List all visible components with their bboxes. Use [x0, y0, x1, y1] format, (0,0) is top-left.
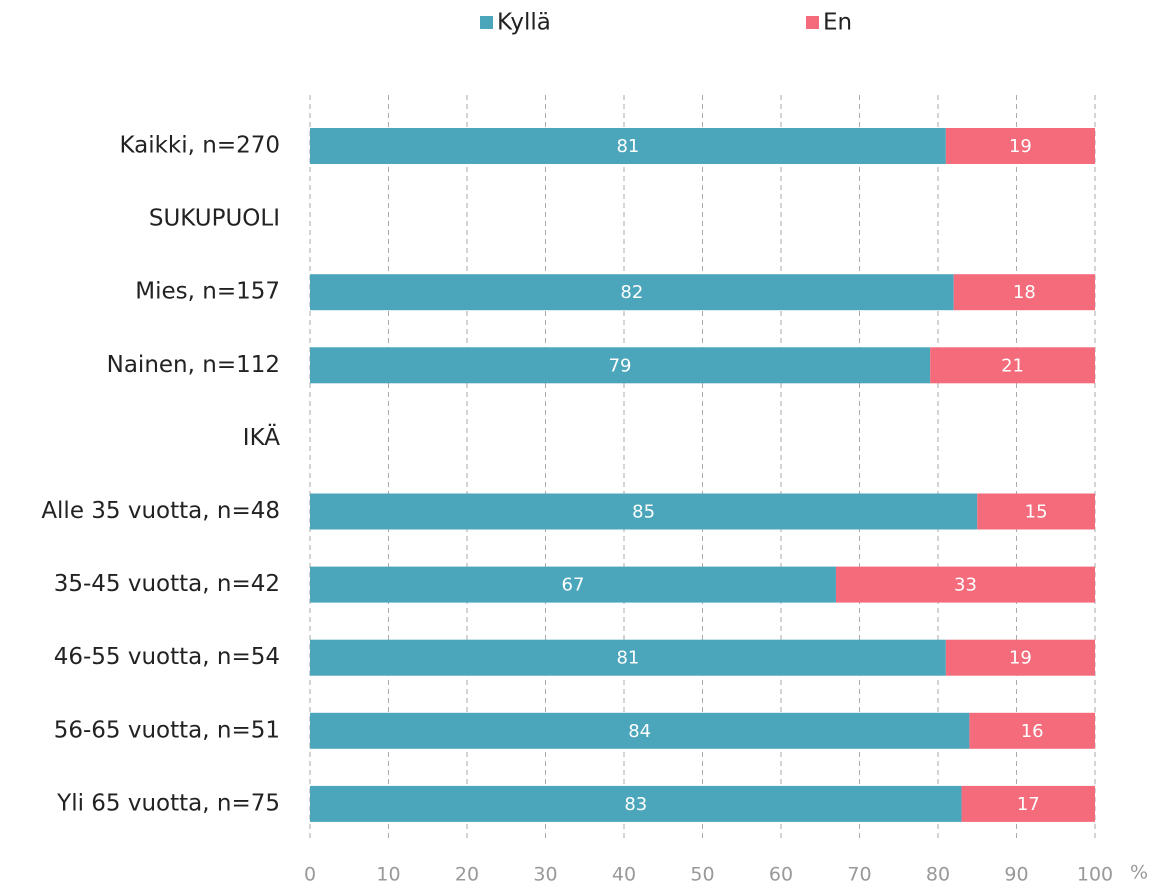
x-tick-label: 50: [690, 864, 714, 886]
data-label: 67: [562, 575, 585, 596]
y-tick-label: 46-55 vuotta, n=54: [54, 644, 280, 670]
data-label: 21: [1001, 355, 1024, 376]
y-tick-label: SUKUPUOLI: [149, 206, 280, 232]
x-tick-label: 40: [612, 864, 636, 886]
bar-segment: [310, 785, 962, 822]
data-label: 79: [609, 355, 632, 376]
data-label: 85: [632, 502, 655, 523]
y-tick-label: Yli 65 vuotta, n=75: [56, 790, 280, 816]
x-tick-label: 70: [847, 864, 871, 886]
bar-segment: [953, 274, 1095, 311]
y-tick-label: 56-65 vuotta, n=51: [54, 717, 280, 743]
bar-segment: [945, 639, 1095, 676]
legend-swatch: [806, 16, 819, 29]
legend-swatch: [480, 16, 493, 29]
y-tick-label: Kaikki, n=270: [119, 133, 280, 159]
y-tick-label: Nainen, n=112: [107, 352, 280, 378]
data-label: 84: [628, 721, 651, 742]
x-tick-label: 60: [769, 864, 793, 886]
x-tick-label: 80: [926, 864, 950, 886]
bar-segment: [977, 493, 1095, 530]
bar-segment: [310, 347, 931, 384]
x-tick-label: 30: [533, 864, 557, 886]
bar-segment: [835, 566, 1095, 603]
x-tick-label: 10: [376, 864, 400, 886]
data-label: 17: [1017, 794, 1040, 815]
bar-segment: [930, 347, 1095, 384]
y-tick-label: Alle 35 vuotta, n=48: [41, 498, 280, 524]
legend-label: Kyllä: [497, 10, 551, 36]
bar-segment: [961, 785, 1095, 822]
x-tick-label: 90: [1004, 864, 1028, 886]
bar-segment: [310, 712, 970, 749]
data-label: 19: [1009, 648, 1032, 669]
y-tick-label: Mies, n=157: [135, 279, 280, 305]
bar-segment: [310, 128, 946, 164]
data-label: 18: [1013, 282, 1036, 303]
legend-label: En: [823, 10, 852, 36]
data-label: 81: [616, 136, 639, 157]
bar-segment: [969, 712, 1095, 749]
bar-segment: [310, 566, 836, 603]
bar-segment: [310, 493, 978, 530]
data-label: 16: [1021, 721, 1044, 742]
bar-segment: [310, 274, 954, 311]
y-tick-label: 35-45 vuotta, n=42: [54, 571, 280, 597]
data-label: 81: [616, 648, 639, 669]
x-axis-unit: %: [1130, 862, 1148, 884]
data-label: 82: [620, 282, 643, 303]
x-tick-label: 20: [455, 864, 479, 886]
y-tick-label: IKÄ: [243, 423, 280, 451]
bar-segment: [945, 128, 1095, 164]
data-label: 19: [1009, 136, 1032, 157]
bar-segment: [310, 639, 946, 676]
x-tick-label: 100: [1077, 864, 1113, 886]
data-label: 15: [1025, 502, 1048, 523]
data-label: 83: [624, 794, 647, 815]
data-label: 33: [954, 575, 977, 596]
x-tick-label: 0: [304, 864, 316, 886]
